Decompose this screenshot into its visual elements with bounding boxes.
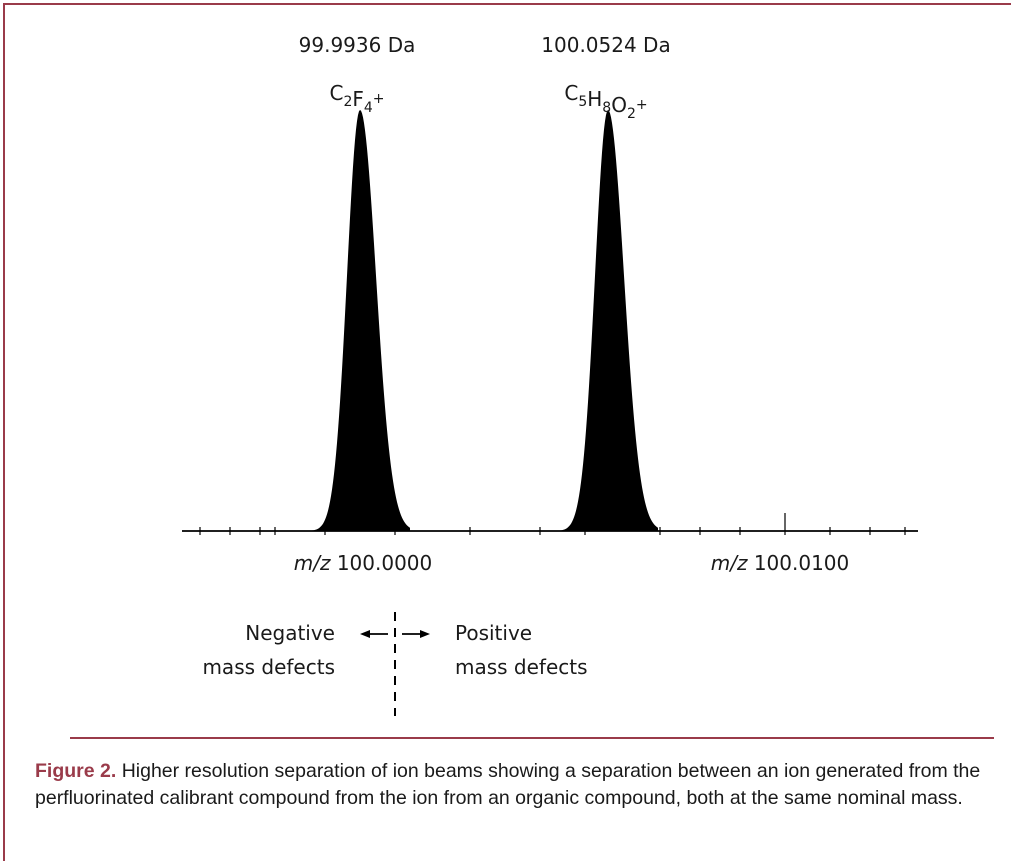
tick-value: 100.0100 bbox=[754, 551, 849, 575]
tick-value: 100.0000 bbox=[337, 551, 432, 575]
negative-arrowhead bbox=[360, 630, 370, 638]
peak-2-mass-label: 100.0524 Da bbox=[541, 33, 670, 57]
mass-spectrum-chart: 99.9936 Da 100.0524 Da C2F4+ C5H8O2+ m/z… bbox=[182, 33, 918, 716]
figure-frame bbox=[3, 3, 1011, 861]
formula-subscript: 4 bbox=[364, 100, 373, 116]
formula-subscript: 2 bbox=[343, 94, 352, 110]
tick-label-100-0000: m/z 100.0000 bbox=[294, 551, 433, 575]
formula-subscript: 2 bbox=[627, 106, 636, 122]
formula-subscript: 8 bbox=[602, 100, 611, 116]
formula-element: H bbox=[587, 87, 602, 111]
caption-label: Figure 2. bbox=[35, 760, 117, 782]
formula-element: F bbox=[352, 87, 364, 111]
negative-defect-label-line2: mass defects bbox=[202, 655, 335, 679]
positive-arrowhead bbox=[420, 630, 430, 638]
peak-c2f4 bbox=[310, 110, 410, 531]
formula-element: C bbox=[564, 81, 578, 105]
positive-defect-label-line2: mass defects bbox=[455, 655, 588, 679]
formula-charge: + bbox=[636, 97, 648, 113]
caption-text: Higher resolution separation of ion beam… bbox=[35, 760, 981, 809]
formula-charge: + bbox=[373, 91, 385, 107]
peak-1-formula-label: C2F4+ bbox=[329, 81, 384, 116]
formula-element: C bbox=[329, 81, 343, 105]
tick-label-100-0100: m/z 100.0100 bbox=[711, 551, 850, 575]
peak-1-mass-label: 99.9936 Da bbox=[299, 33, 416, 57]
peak-c5h8o2 bbox=[558, 110, 658, 531]
formula-subscript: 5 bbox=[578, 94, 587, 110]
figure-caption: Figure 2. Higher resolution separation o… bbox=[35, 758, 985, 812]
positive-defect-label-line1: Positive bbox=[455, 621, 532, 645]
mz-prefix: m/z bbox=[711, 551, 748, 575]
caption-divider bbox=[70, 737, 994, 739]
mz-prefix: m/z bbox=[294, 551, 331, 575]
formula-element: O bbox=[611, 93, 627, 117]
peak-2-formula-label: C5H8O2+ bbox=[564, 81, 647, 122]
negative-defect-label-line1: Negative bbox=[245, 621, 335, 645]
